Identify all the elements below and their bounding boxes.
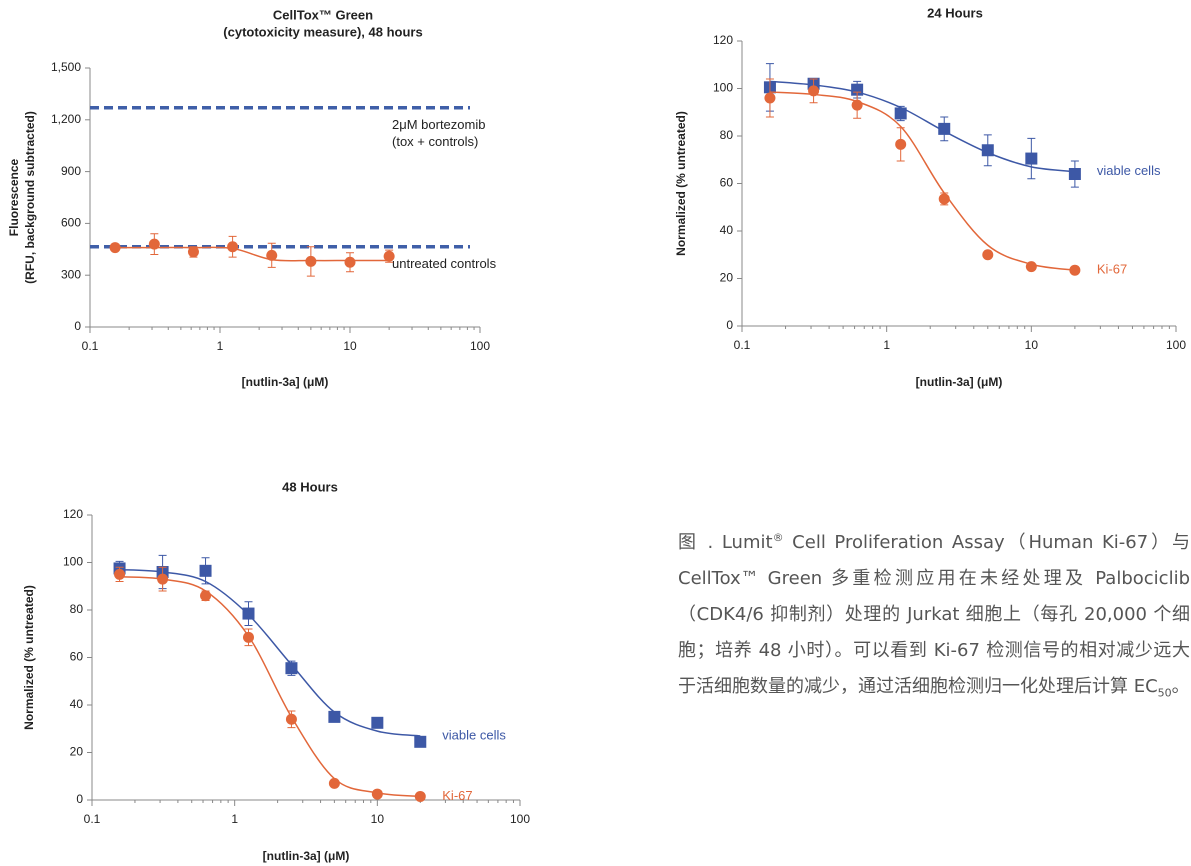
caption-text: 。 (1171, 676, 1190, 697)
y-tick-label: 1,200 (51, 112, 81, 126)
data-point (227, 241, 239, 253)
fit-curve (769, 91, 1075, 271)
data-point (200, 590, 212, 602)
data-point (242, 607, 255, 620)
x-axis-label: [nutlin-3a] (μM) (242, 375, 329, 389)
y-tick-label: 0 (74, 319, 81, 333)
y-tick-label: 900 (61, 164, 81, 178)
x-tick-label: 100 (470, 339, 490, 353)
data-point (285, 662, 298, 675)
data-point (981, 144, 994, 157)
y-tick-label: 80 (70, 602, 84, 616)
caption-text: Cell Proliferation Assay（Human Ki-67）与 C… (678, 532, 1190, 697)
caption-sup: ® (772, 531, 784, 544)
caption: 图 . Lumit® Cell Proliferation Assay（Huma… (678, 520, 1190, 712)
data-point (328, 777, 340, 789)
reference-label: (tox + controls) (392, 134, 478, 149)
chart-title: (cytotoxicity measure), 48 hours (223, 24, 422, 39)
data-point (895, 138, 907, 150)
y-tick-label: 100 (63, 555, 83, 569)
caption-sub: 50 (1157, 686, 1172, 700)
reference-label: untreated controls (392, 256, 497, 271)
y-axis-label: Normalized (% untreated) (22, 585, 36, 730)
data-point (344, 256, 356, 268)
data-point (266, 249, 278, 261)
data-point (808, 85, 820, 97)
chart-title: 24 Hours (927, 5, 983, 20)
data-point (938, 122, 951, 135)
y-tick-label: 120 (713, 33, 733, 47)
reference-label: 2μM bortezomib (392, 117, 485, 132)
data-point (938, 193, 950, 205)
data-point (1025, 152, 1038, 165)
y-tick-label: 60 (720, 176, 734, 190)
chart-title: 48 Hours (282, 479, 338, 494)
x-tick-label: 10 (371, 812, 385, 826)
data-point (414, 735, 427, 748)
data-point (328, 710, 341, 723)
data-point (187, 246, 199, 258)
y-tick-label: 60 (70, 650, 84, 664)
y-tick-label: 0 (76, 792, 83, 806)
y-tick-label: 20 (720, 271, 734, 285)
data-point (894, 107, 907, 120)
data-point (764, 92, 776, 104)
x-tick-label: 1 (883, 338, 890, 352)
series-label: viable cells (1097, 163, 1161, 178)
y-tick-label: 20 (70, 745, 84, 759)
x-tick-label: 0.1 (84, 812, 101, 826)
data-point (1068, 168, 1081, 180)
caption-text: 图 . Lumit (678, 532, 773, 553)
x-tick-label: 10 (343, 339, 357, 353)
chart-title: CellTox™ Green (273, 7, 373, 22)
data-point (371, 716, 384, 729)
y-tick-label: 40 (720, 223, 734, 237)
data-point (285, 713, 297, 725)
data-point (982, 249, 994, 261)
x-tick-label: 10 (1025, 338, 1039, 352)
y-tick-label: 120 (63, 507, 83, 521)
x-tick-label: 0.1 (734, 338, 751, 352)
y-axis-label: Normalized (% untreated) (674, 111, 688, 256)
series-label: Ki-67 (1097, 262, 1127, 277)
data-point (242, 631, 254, 643)
data-point (414, 790, 426, 802)
y-tick-label: 40 (70, 697, 84, 711)
series-label: Ki-67 (442, 788, 472, 803)
y-tick-label: 300 (61, 267, 81, 281)
data-point (1069, 264, 1081, 276)
data-point (157, 573, 169, 585)
y-tick-label: 100 (713, 81, 733, 95)
x-tick-label: 100 (510, 812, 530, 826)
y-tick-label: 0 (726, 318, 733, 332)
x-tick-label: 100 (1166, 338, 1186, 352)
series-label: viable cells (442, 727, 506, 742)
data-point (851, 83, 864, 96)
data-point (383, 250, 395, 262)
data-point (148, 238, 160, 250)
data-point (114, 568, 126, 580)
y-tick-label: 1,500 (51, 60, 81, 74)
x-axis-label: [nutlin-3a] (μM) (263, 849, 350, 863)
y-axis-label: Fluorescence (7, 158, 21, 236)
fit-curve (119, 576, 421, 798)
x-axis-label: [nutlin-3a] (μM) (916, 375, 1003, 389)
fit-curve (119, 568, 421, 737)
data-point (109, 242, 121, 254)
data-point (851, 99, 863, 111)
data-point (199, 564, 212, 577)
data-point (1025, 261, 1037, 273)
y-tick-label: 600 (61, 216, 81, 230)
y-axis-label: (RFU, background subtracted) (23, 111, 37, 284)
x-tick-label: 1 (231, 812, 238, 826)
y-tick-label: 80 (720, 128, 734, 142)
data-point (371, 788, 383, 800)
x-tick-label: 0.1 (82, 339, 99, 353)
data-point (305, 255, 317, 267)
x-tick-label: 1 (217, 339, 224, 353)
